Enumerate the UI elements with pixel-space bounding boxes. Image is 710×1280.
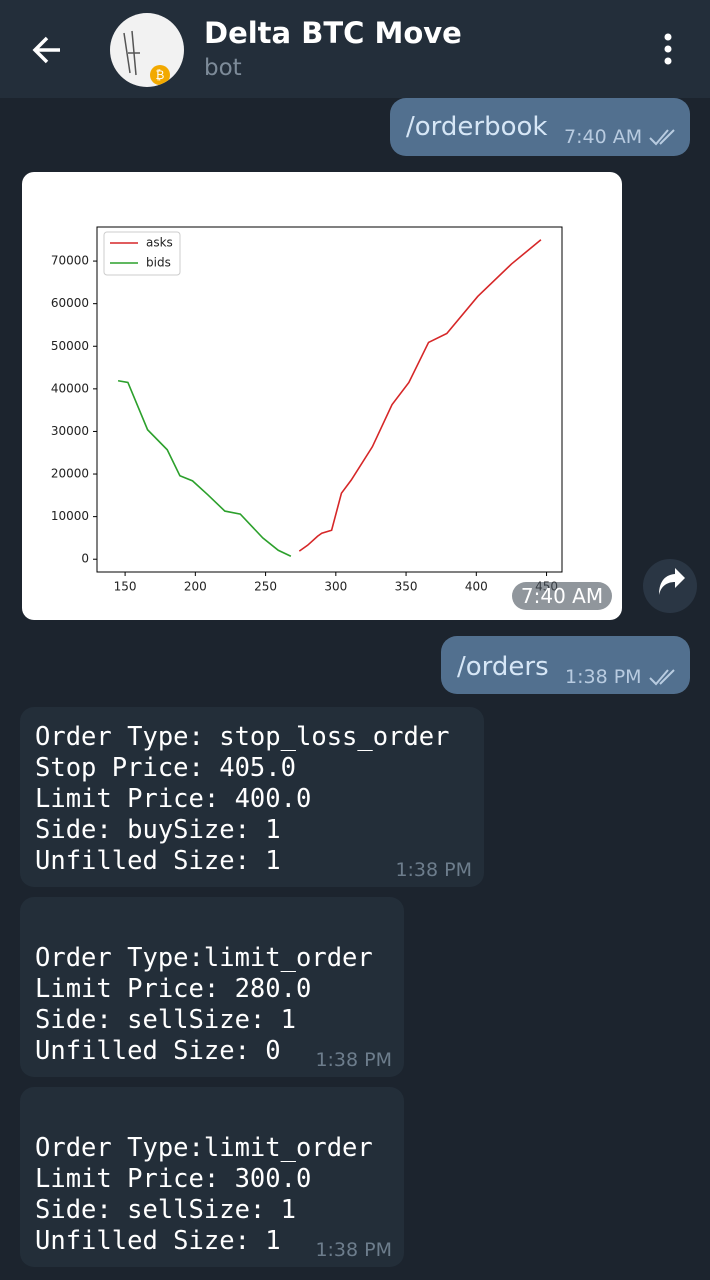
chat-subtitle: bot — [204, 55, 242, 81]
message-time: 1:38 PM — [315, 1049, 392, 1071]
x-tick-label: 350 — [395, 580, 418, 594]
y-tick-label: 40000 — [51, 381, 89, 395]
message-time: 1:38 PM — [315, 1239, 392, 1261]
text-line: Order Type: stop_loss_order — [35, 722, 450, 752]
y-tick-label: 20000 — [51, 467, 89, 481]
x-tick-label: 150 — [114, 580, 137, 594]
text-line: Limit Price: 280.0 — [35, 974, 312, 1004]
incoming-message: Order Type: stop_loss_order Stop Price: 4… — [20, 707, 484, 887]
message-text: /orders — [457, 652, 549, 682]
text-line: Limit Price: 400.0 — [35, 784, 312, 814]
message-text: Order Type:limit_order Limit Price: 300.0… — [35, 1133, 373, 1257]
x-tick-label: 200 — [184, 580, 207, 594]
series-line — [117, 379, 292, 557]
message-text: Order Type: stop_loss_order Stop Price: 4… — [35, 722, 450, 877]
legend-label: asks — [146, 236, 173, 250]
text-line: Side: sellSize: 1 — [35, 1005, 296, 1035]
text-line: Side: buySize: 1 — [35, 815, 281, 845]
back-button[interactable] — [30, 32, 66, 68]
y-tick-label: 60000 — [51, 296, 89, 310]
menu-button[interactable] — [658, 32, 678, 68]
y-tick-label: 30000 — [51, 424, 89, 438]
x-tick-label: 400 — [465, 580, 488, 594]
message-text: /orderbook — [406, 112, 548, 142]
y-tick-label: 10000 — [51, 509, 89, 523]
chart: 1502002503003504004500100002000030000400… — [51, 226, 563, 594]
outgoing-message: /orders 1:38 PM — [441, 636, 690, 694]
text-line: Order Type:limit_order — [35, 943, 373, 973]
svg-text:₿: ₿ — [156, 68, 165, 82]
text-line: Unfilled Size: 1 — [35, 846, 281, 876]
x-tick-label: 300 — [324, 580, 347, 594]
read-check — [649, 669, 675, 686]
y-tick-label: 70000 — [51, 254, 89, 268]
text-line: Unfilled Size: 0 — [35, 1036, 281, 1066]
read-check — [649, 129, 675, 146]
header: ₿ Delta BTC Move bot — [0, 0, 710, 98]
text-line: Stop Price: 405.0 — [35, 753, 296, 783]
message-text: Order Type:limit_order Limit Price: 280.0… — [35, 943, 373, 1067]
text-line: Unfilled Size: 1 — [35, 1226, 281, 1256]
y-tick-label: 0 — [81, 552, 89, 566]
share-button[interactable] — [643, 559, 697, 613]
chat-title: Delta BTC Move — [204, 16, 462, 50]
message-time: 1:38 PM — [565, 666, 642, 688]
avatar[interactable]: ₿ — [110, 13, 184, 87]
message-time: 1:38 PM — [395, 859, 472, 881]
message-time: 7:40 AM — [520, 584, 604, 608]
text-line: Order Type:limit_order — [35, 1133, 373, 1163]
image-message[interactable]: 1502002503003504004500100002000030000400… — [22, 172, 622, 620]
legend-label: bids — [146, 256, 171, 270]
text-line: Side: sellSize: 1 — [35, 1195, 296, 1225]
y-tick-label: 50000 — [51, 339, 89, 353]
x-tick-label: 250 — [254, 580, 277, 594]
incoming-message: Order Type:limit_order Limit Price: 300.0… — [20, 1087, 404, 1267]
series-line — [298, 239, 542, 552]
incoming-message: Order Type:limit_order Limit Price: 280.0… — [20, 897, 404, 1077]
outgoing-message: /orderbook 7:40 AM — [390, 98, 690, 156]
plot-frame — [96, 226, 563, 573]
message-time: 7:40 AM — [564, 126, 643, 148]
text-line: Limit Price: 300.0 — [35, 1164, 312, 1194]
time-badge: 7:40 AM — [512, 582, 612, 610]
